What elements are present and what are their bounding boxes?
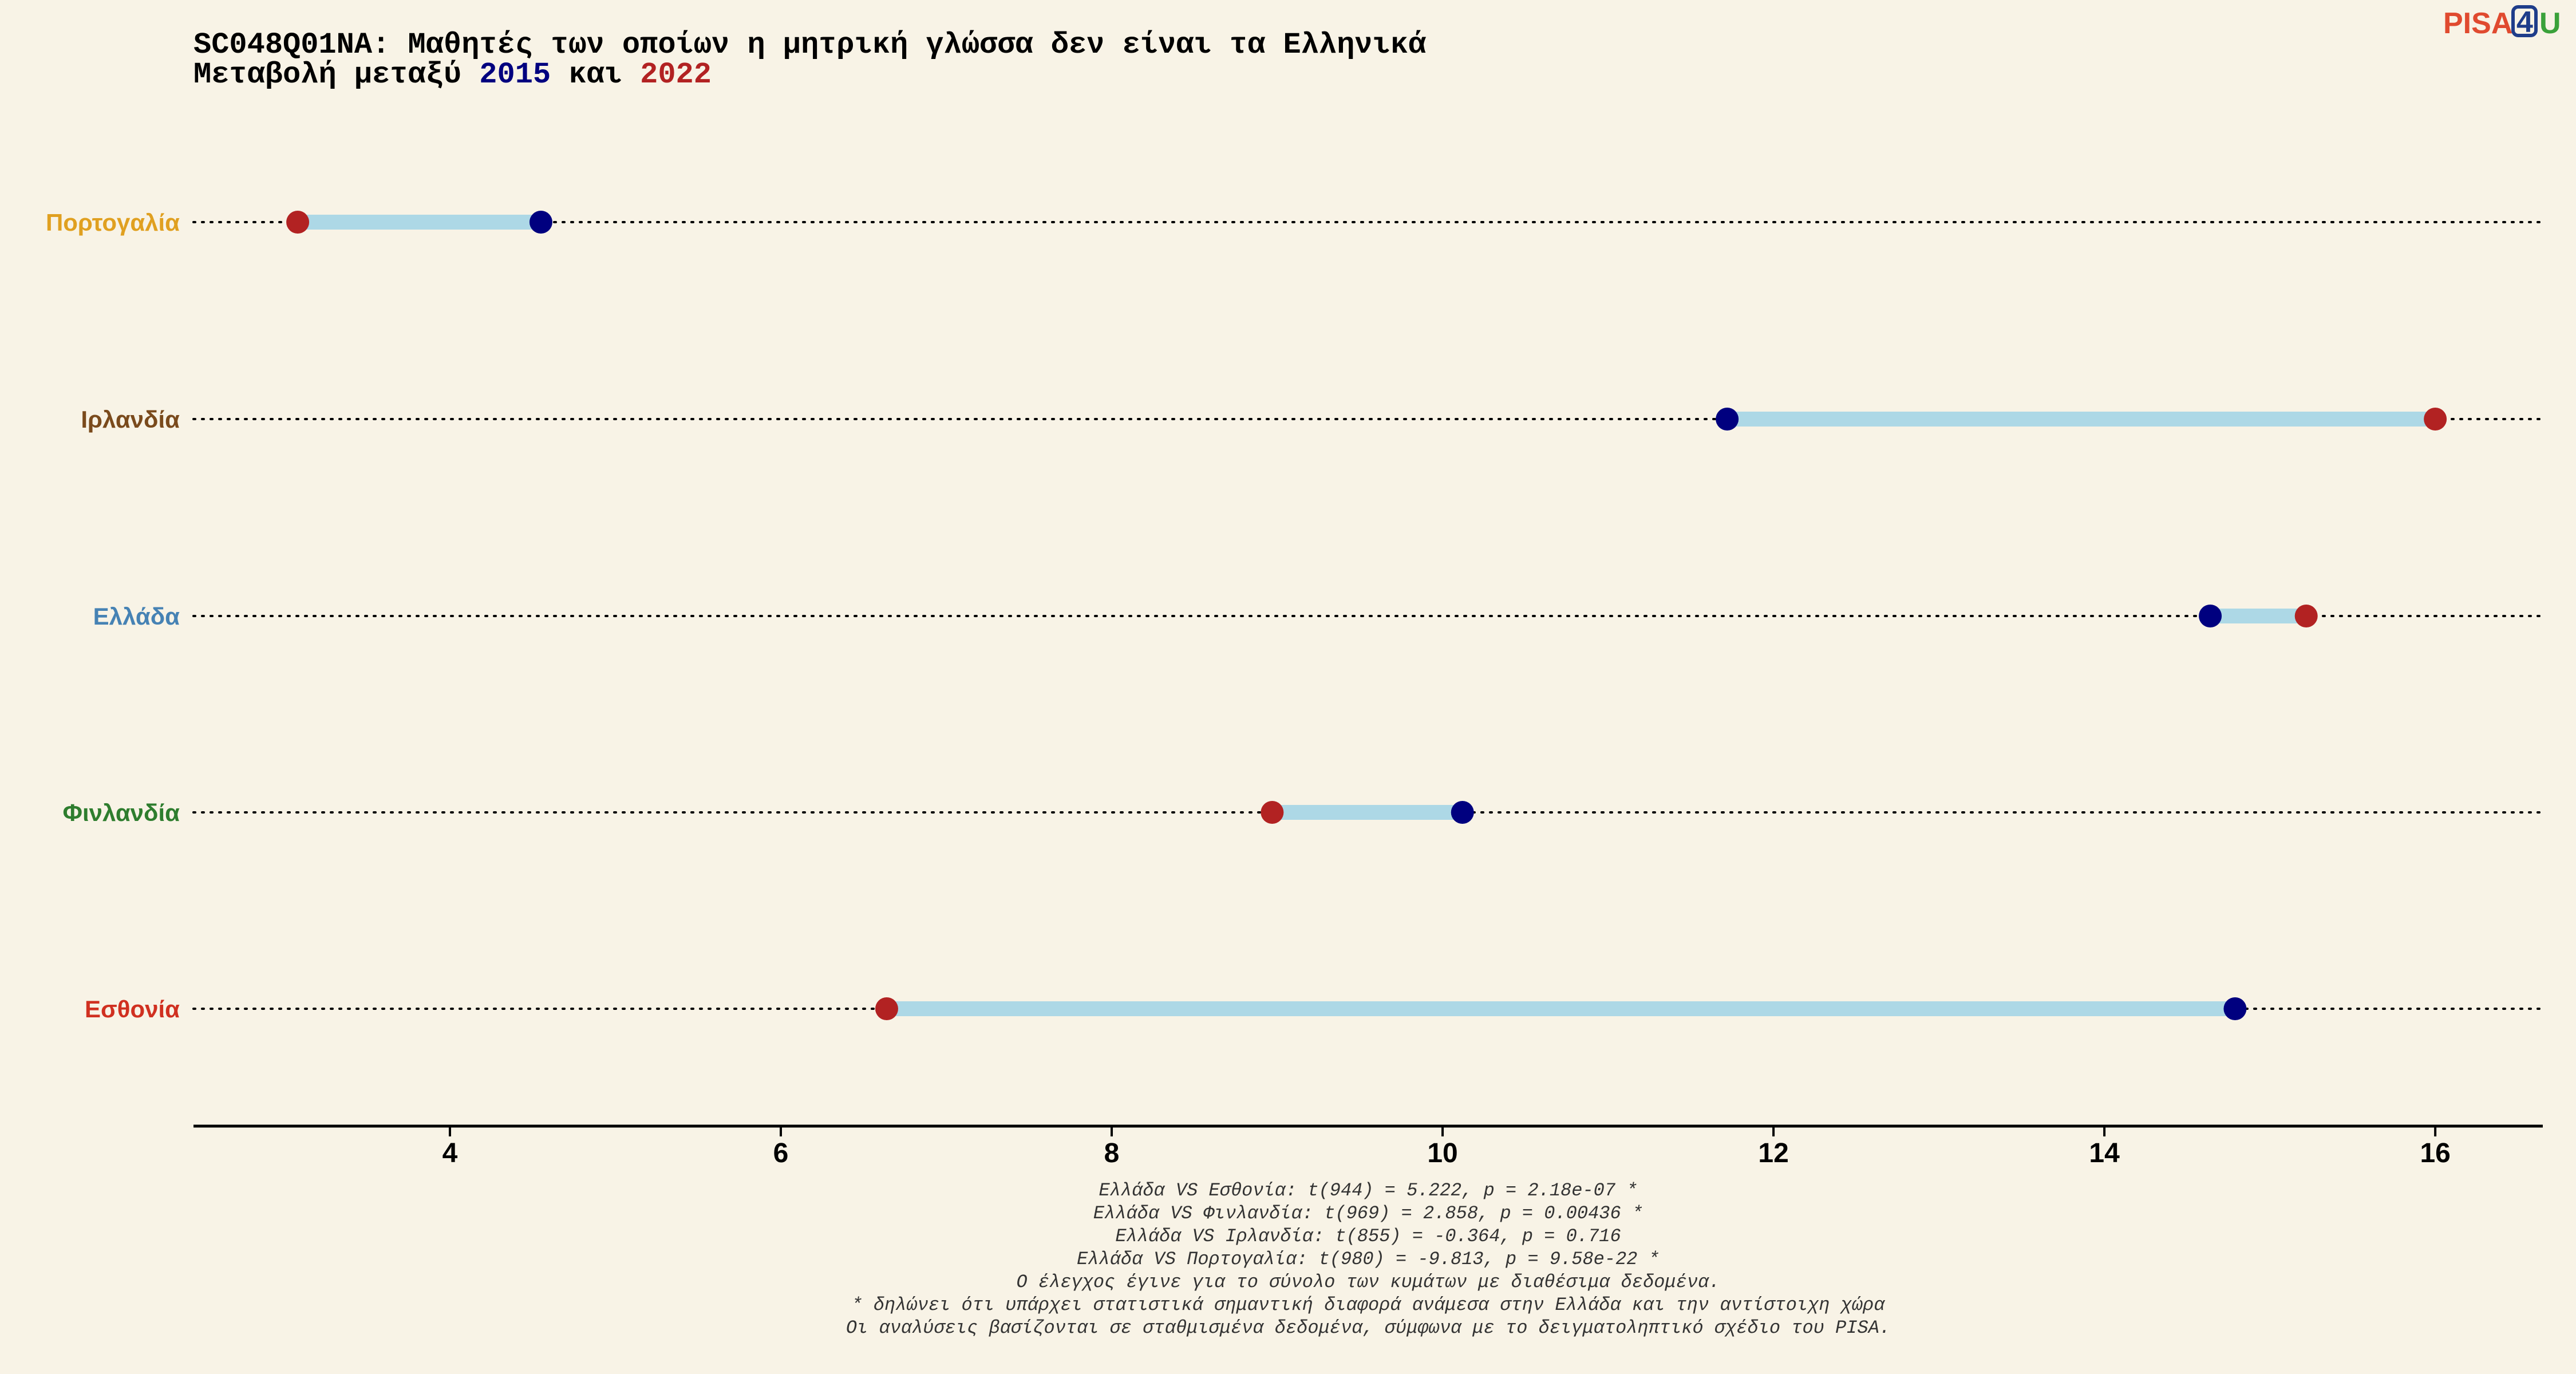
x-tick-label: 10	[1427, 1138, 1457, 1168]
logo-u-text: U	[2539, 7, 2561, 40]
footnote-line: Οι αναλύσεις βασίζονται σε σταθμισμένα δ…	[846, 1317, 1890, 1339]
x-tick-label: 4	[442, 1138, 458, 1168]
x-tick-label: 8	[1104, 1138, 1120, 1168]
x-tick-label: 12	[1758, 1138, 1788, 1168]
country-label: Εσθονία	[85, 996, 180, 1022]
x-tick-label: 14	[2089, 1138, 2120, 1168]
point-2022	[2294, 605, 2318, 627]
country-label: Ελλάδα	[93, 603, 180, 630]
point-2015	[1716, 408, 1739, 431]
subtitle-prefix: Μεταβολή μεταξύ	[193, 58, 479, 92]
country-label: Πορτογαλία	[46, 209, 180, 236]
logo-four-text: 4	[2516, 6, 2533, 39]
dumbbell-row: Ιρλανδία	[81, 406, 2544, 433]
point-2015	[529, 211, 552, 234]
logo-pisa-text: PISA	[2443, 7, 2512, 40]
dumbbell-row: Φινλανδία	[63, 799, 2544, 826]
x-axis-ticks: 4 6 8 10 12 14 16	[442, 1126, 2451, 1168]
point-2015	[2223, 997, 2247, 1020]
subtitle-year-2015: 2015	[479, 58, 551, 92]
footnote-line: Ο έλεγχος έγινε για το σύνολο των κυμάτω…	[1017, 1272, 1720, 1293]
point-2022	[2424, 408, 2447, 431]
dumbbell-rows: Πορτογαλία Ιρλανδία Ελλάδα Φινλανδία Εσθονία	[46, 209, 2544, 1022]
country-label: Ιρλανδία	[81, 406, 180, 433]
point-2022	[875, 997, 898, 1020]
point-2015	[1451, 801, 1474, 824]
x-tick-label: 6	[773, 1138, 789, 1168]
point-2022	[286, 211, 310, 234]
footnote-line: Ελλάδα VS Ιρλανδία: t(855) = -0.364, p =…	[1115, 1226, 1621, 1247]
point-2022	[1261, 801, 1284, 824]
footnotes: Ελλάδα VS Εσθονία: t(944) = 5.222, p = 2…	[846, 1180, 1890, 1339]
dumbbell-row: Εσθονία	[85, 996, 2544, 1022]
footnote-line: Ελλάδα VS Φινλανδία: t(969) = 2.858, p =…	[1093, 1203, 1643, 1224]
subtitle-year-2022: 2022	[640, 58, 712, 92]
logo-four-box	[2511, 5, 2538, 37]
footnote-line: Ελλάδα VS Πορτογαλία: t(980) = -9.813, p…	[1077, 1249, 1660, 1270]
dumbbell-row: Ελλάδα	[93, 603, 2544, 630]
footnote-line: * δηλώνει ότι υπάρχει στατιστικά σημαντι…	[851, 1294, 1885, 1316]
country-label: Φινλανδία	[63, 799, 180, 826]
footnote-line: Ελλάδα VS Εσθονία: t(944) = 5.222, p = 2…	[1099, 1180, 1638, 1201]
chart-subtitle: Μεταβολή μεταξύ 2015 και 2022	[193, 58, 712, 92]
pisa4u-logo: PISA 4 U	[2443, 5, 2561, 40]
point-2015	[2199, 605, 2222, 627]
x-tick-label: 16	[2420, 1138, 2450, 1168]
subtitle-connector: και	[551, 58, 640, 92]
dumbbell-row: Πορτογαλία	[46, 209, 2544, 236]
chart-title: SC048Q01NA: Μαθητές των οποίων η μητρική…	[193, 28, 1427, 62]
